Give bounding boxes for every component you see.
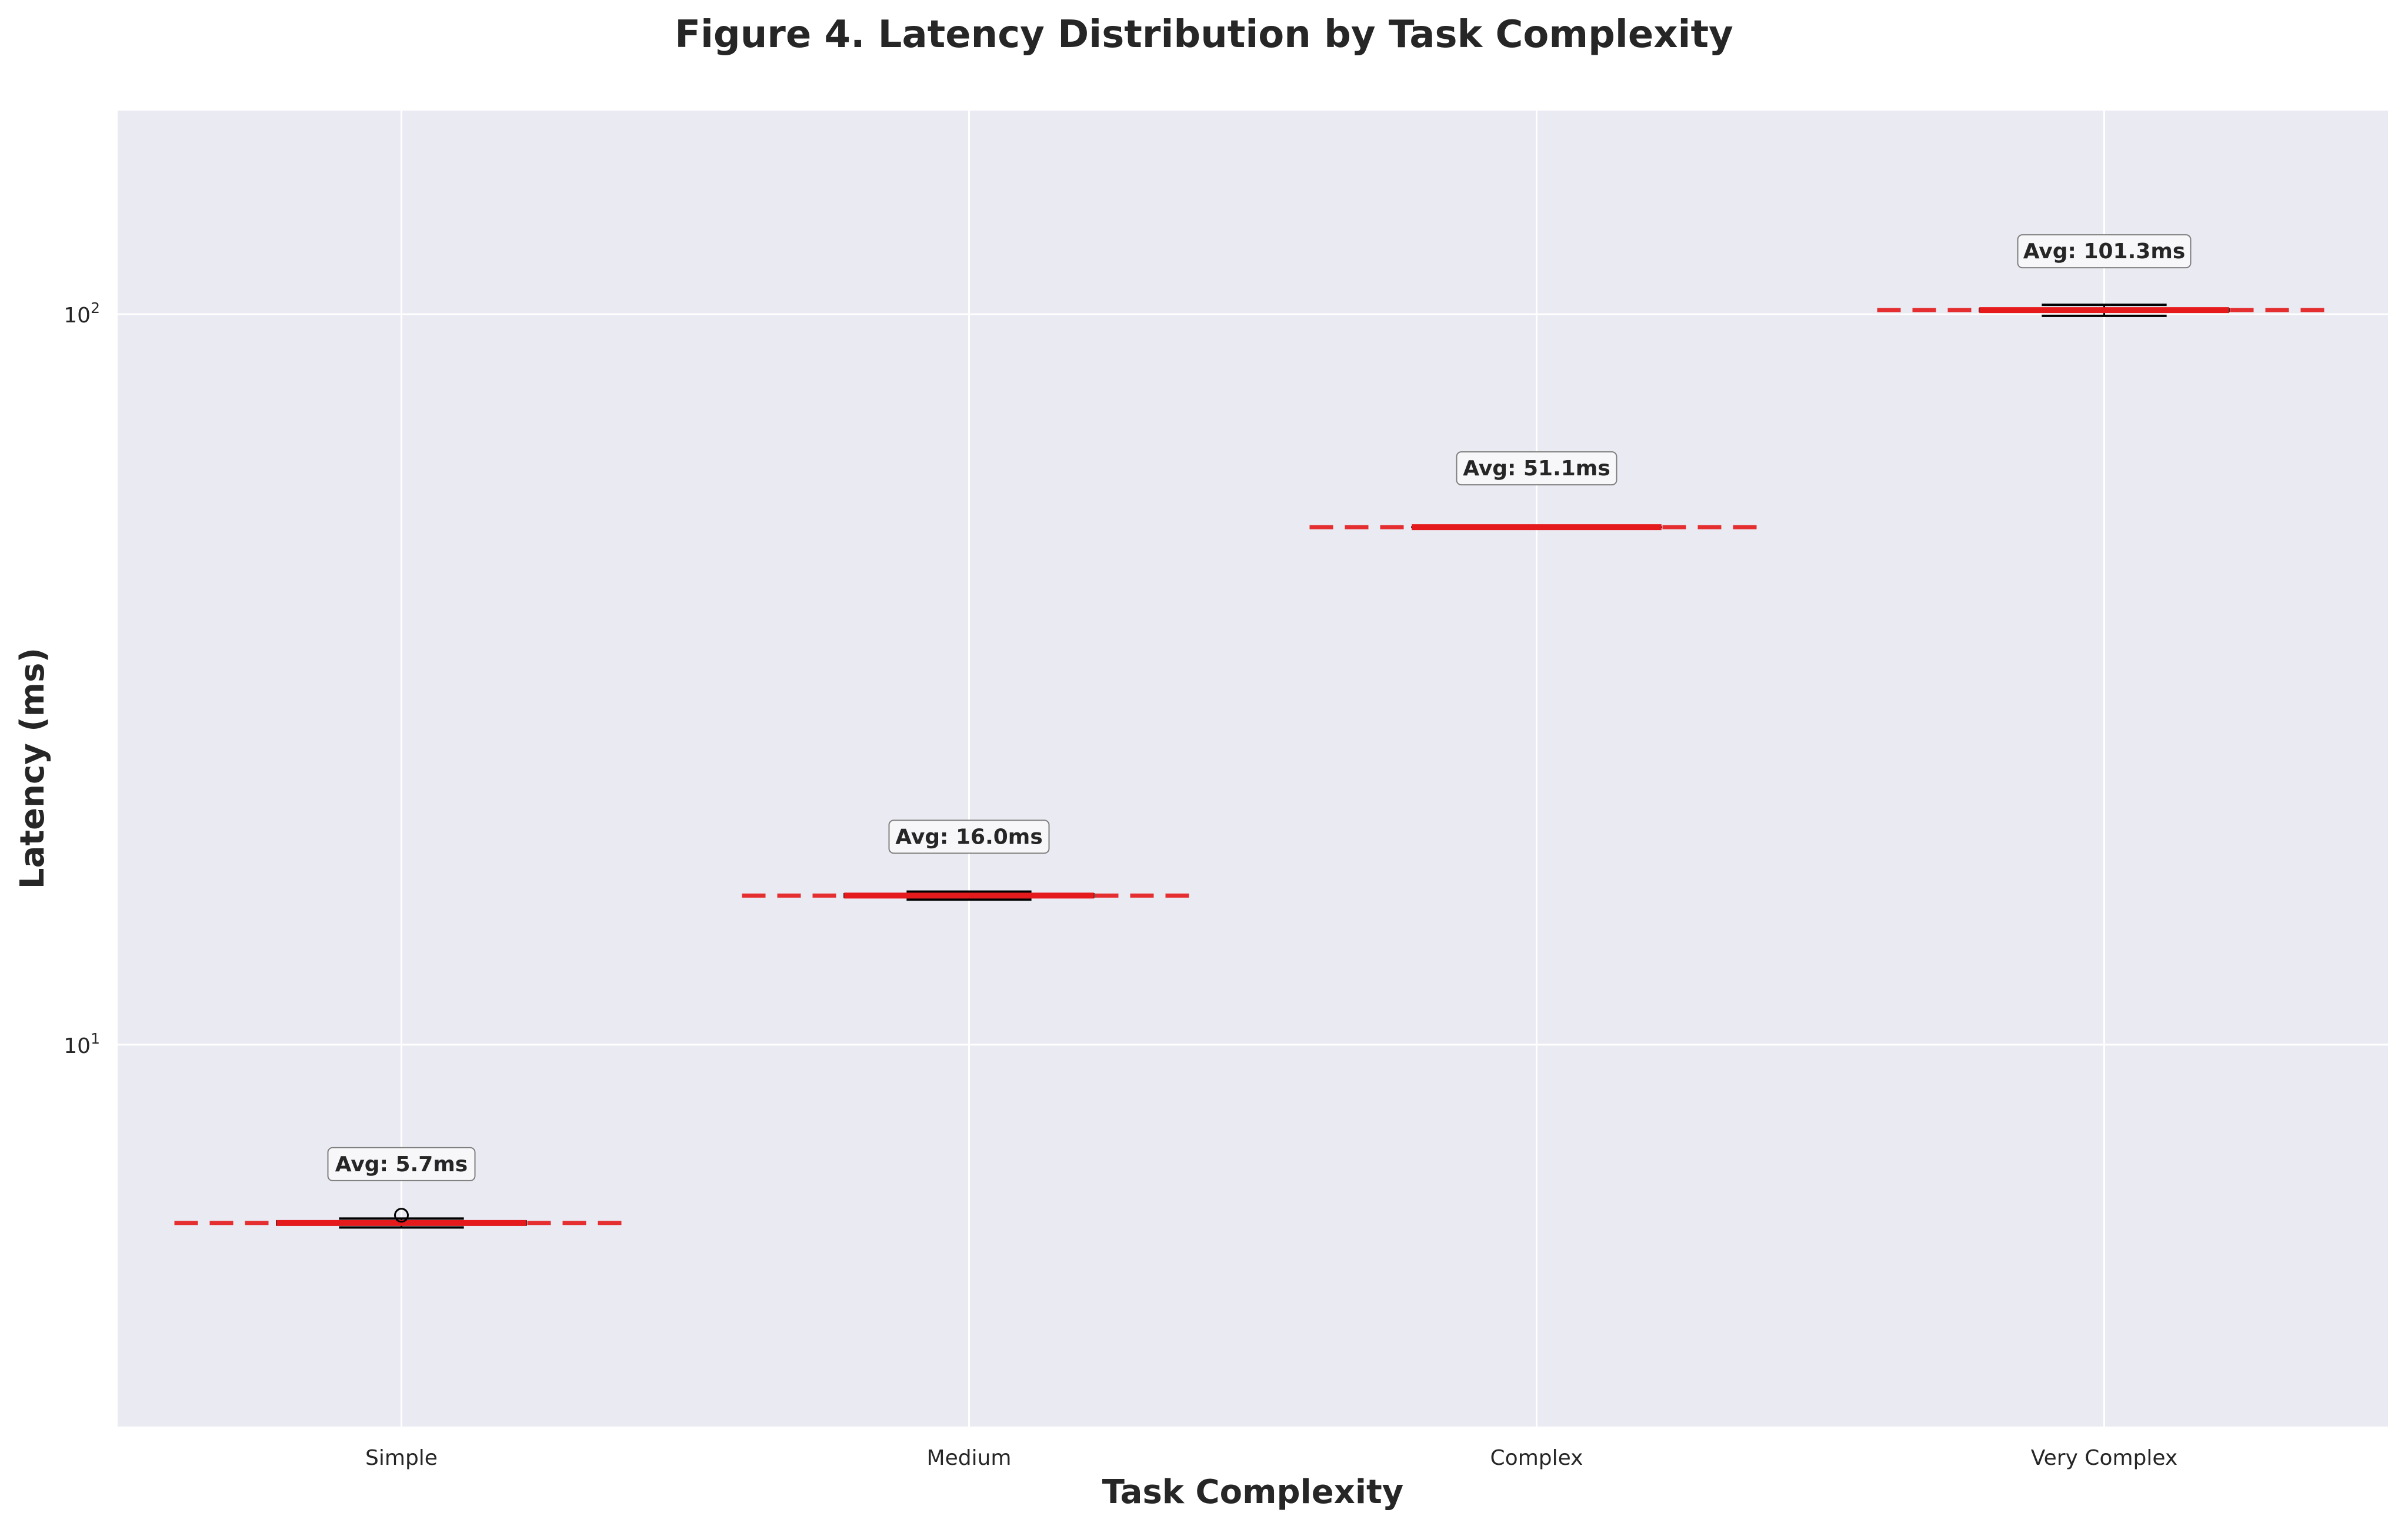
y-tick-label: 101 — [64, 1030, 100, 1058]
x-axis-ticks: Simple Medium Complex Very Complex — [365, 1446, 2177, 1470]
mean-annotation: Avg: 101.3ms — [2017, 234, 2192, 269]
x-tick-label: Medium — [927, 1446, 1012, 1470]
annotation-text: Avg: 16.0ms — [895, 825, 1043, 849]
mean-annotation: Avg: 51.1ms — [1456, 451, 1617, 486]
annotations: Avg: 5.7ms Avg: 16.0ms Avg: 51.1ms Avg: 101… — [327, 234, 2192, 1181]
y-tick-label: 102 — [64, 299, 100, 328]
annotation-box — [2017, 234, 2192, 269]
y-axis-label: Latency (ms) — [14, 648, 52, 889]
mean-annotation: Avg: 16.0ms — [888, 819, 1050, 854]
x-tick-label: Complex — [1490, 1446, 1583, 1470]
annotation-text: Avg: 101.3ms — [2023, 239, 2186, 264]
box-complex — [1309, 524, 1764, 531]
y-axis-ticks: 101 102 — [64, 299, 100, 1058]
box-simple — [174, 1208, 629, 1229]
annotation-box — [888, 819, 1050, 854]
x-tick-label: Very Complex — [2031, 1446, 2177, 1470]
chart-title: Figure 4. Latency Distribution by Task C… — [675, 13, 1733, 56]
annotation-text: Avg: 51.1ms — [1463, 457, 1610, 481]
box-very-complex — [1877, 304, 2332, 317]
mean-annotation: Avg: 5.7ms — [327, 1147, 476, 1181]
annotation-text: Avg: 5.7ms — [335, 1152, 468, 1177]
annotation-box — [327, 1147, 476, 1181]
x-axis-label: Task Complexity — [1102, 1473, 1404, 1511]
outlier-point — [394, 1208, 409, 1223]
box-medium — [742, 890, 1196, 901]
x-tick-label: Simple — [365, 1446, 438, 1470]
boxes — [174, 304, 2332, 1229]
annotation-box — [1456, 451, 1617, 486]
plot-area — [118, 111, 2388, 1427]
grid — [118, 111, 2388, 1427]
